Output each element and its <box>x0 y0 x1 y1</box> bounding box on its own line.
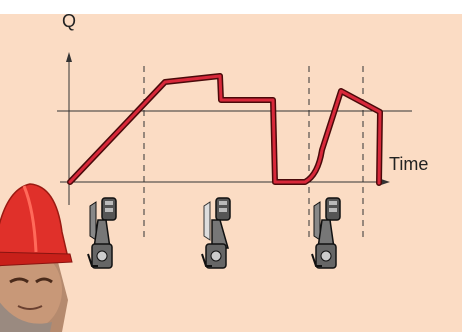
time-axis-arrowhead <box>381 179 390 185</box>
piston-icon <box>201 197 231 269</box>
time-axis-label: Time <box>389 154 429 174</box>
piston-icon <box>87 197 117 269</box>
q-axis-label: Q <box>62 11 77 31</box>
piston-icon <box>311 197 341 269</box>
q-curve-outline <box>67 73 383 186</box>
q-curve <box>68 74 382 185</box>
q-axis-arrowhead <box>66 52 72 62</box>
worker-hardhat-illustration <box>0 183 73 332</box>
